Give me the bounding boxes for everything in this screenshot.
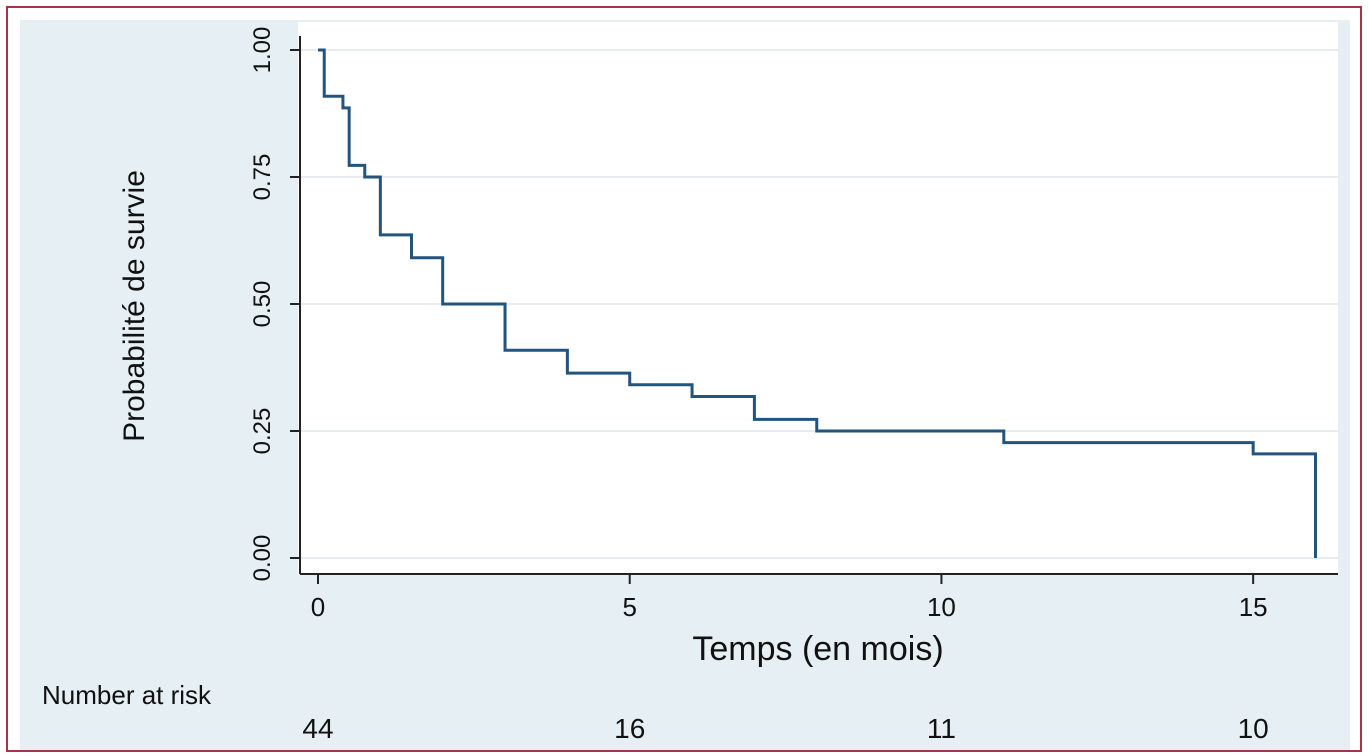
y-axis-label: Probabilité de survie: [118, 170, 151, 442]
risk-table-label: Number at risk: [42, 680, 212, 710]
risk-count: 44: [302, 713, 333, 744]
x-tick-label: 0: [311, 592, 325, 622]
x-tick-label: 5: [622, 592, 636, 622]
survival-series: [318, 48, 1317, 558]
x-tick-label: 10: [927, 592, 956, 622]
y-tick-label: 0.25: [249, 408, 276, 455]
y-tick-label: 0.50: [249, 281, 276, 328]
y-tick-label: 0.00: [249, 535, 276, 582]
x-axis-label: Temps (en mois): [692, 630, 943, 668]
figure-frame: 0.00 0.25 0.50 0.75 1.00 0 5 10 15 Temps (en moi…: [6, 6, 1362, 752]
risk-count: 16: [614, 713, 645, 744]
y-tick-label: 1.00: [249, 27, 276, 74]
x-tick-label: 15: [1239, 592, 1268, 622]
y-tick-label: 0.75: [249, 154, 276, 201]
risk-count: 10: [1238, 713, 1269, 744]
axes: 0.00 0.25 0.50 0.75 1.00 0 5 10 15: [249, 27, 1338, 622]
risk-table: Number at risk 44 16 11 10: [42, 680, 1269, 744]
survival-curve: [318, 48, 1317, 558]
risk-count: 11: [927, 713, 956, 744]
survival-chart: 0.00 0.25 0.50 0.75 1.00 0 5 10 15 Temps (en moi…: [20, 20, 1350, 750]
plot-area: [298, 22, 1338, 574]
axis-labels: Temps (en mois) Probabilité de survie: [118, 170, 944, 668]
